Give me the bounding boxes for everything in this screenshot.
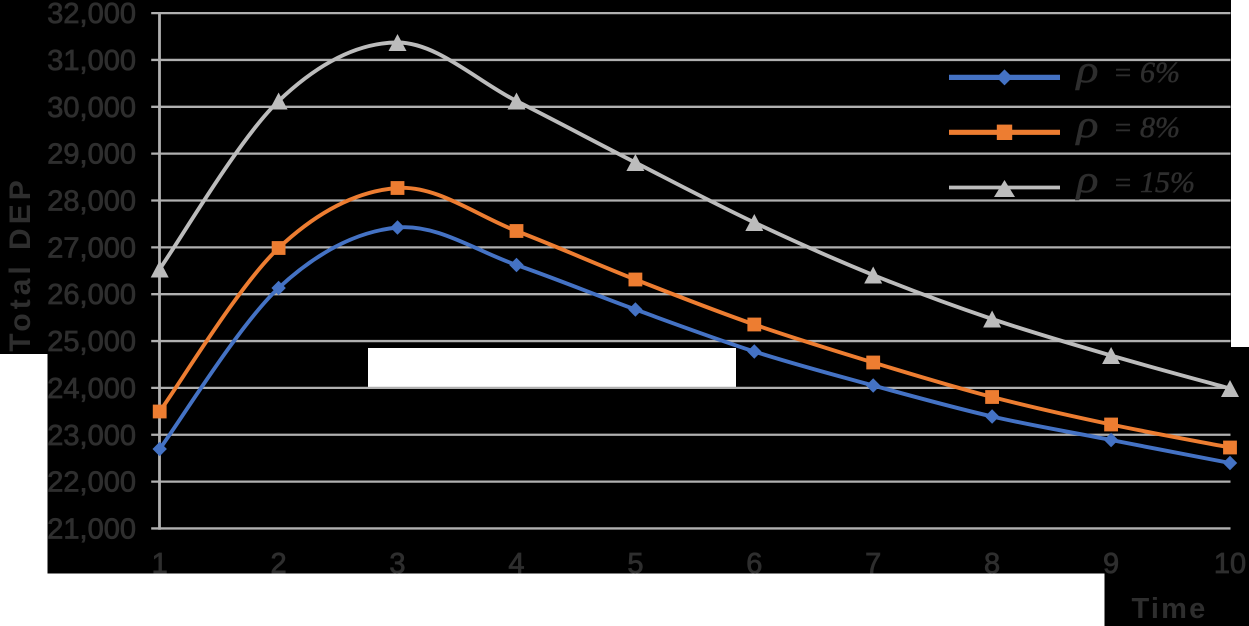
svg-text:32,000: 32,000 (47, 0, 136, 30)
svg-text:25,000: 25,000 (47, 326, 136, 358)
svg-text:21,000: 21,000 (47, 514, 136, 546)
svg-text:29,000: 29,000 (47, 139, 136, 171)
svg-text:9: 9 (1103, 548, 1119, 580)
svg-text:ρ=15%: ρ = 15% (1075, 159, 1195, 201)
svg-text:22,000: 22,000 (47, 467, 136, 499)
svg-text:7: 7 (865, 548, 881, 580)
svg-text:31,000: 31,000 (47, 45, 136, 77)
svg-text:24,000: 24,000 (47, 373, 136, 405)
svg-text:10: 10 (1214, 548, 1246, 580)
svg-text:5: 5 (627, 548, 643, 580)
svg-text:ρ=8%: ρ = 8% (1075, 104, 1180, 146)
svg-text:ρ=6%: ρ = 6% (1075, 49, 1180, 91)
svg-text:Time: Time (1132, 593, 1208, 625)
svg-text:8: 8 (984, 548, 1000, 580)
svg-text:23,000: 23,000 (47, 420, 136, 452)
svg-text:3: 3 (389, 548, 405, 580)
svg-text:2: 2 (271, 548, 287, 580)
svg-text:6: 6 (746, 548, 762, 580)
svg-text:30,000: 30,000 (47, 92, 136, 124)
svg-text:28,000: 28,000 (47, 186, 136, 218)
svg-text:4: 4 (508, 548, 524, 580)
svg-text:27,000: 27,000 (47, 232, 136, 264)
svg-text:Total DEP: Total DEP (4, 176, 37, 351)
svg-text:26,000: 26,000 (47, 279, 136, 311)
svg-text:1: 1 (152, 548, 168, 580)
